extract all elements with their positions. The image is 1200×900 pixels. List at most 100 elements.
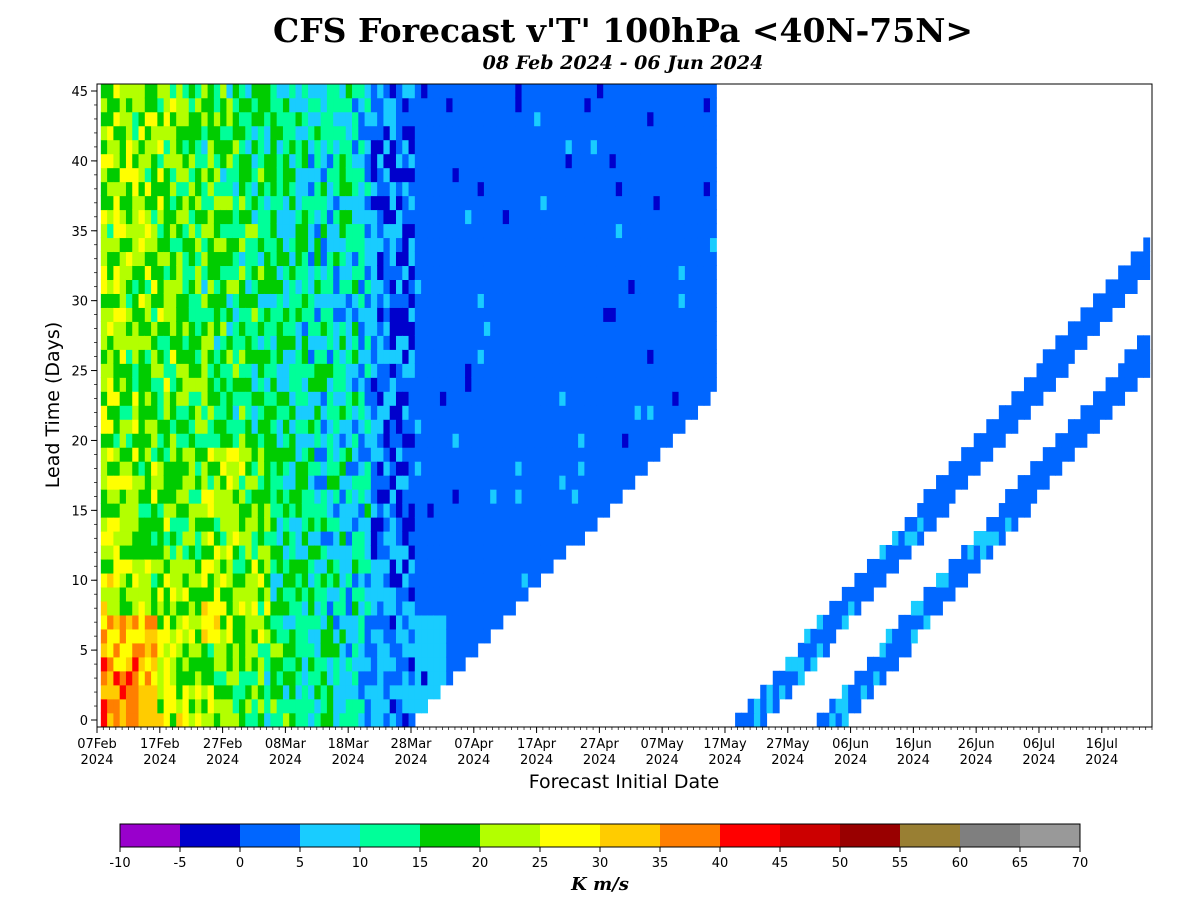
heatmap-cell xyxy=(402,265,410,280)
heatmap-cell xyxy=(113,167,121,183)
heatmap-cell xyxy=(509,139,516,155)
heatmap-cell xyxy=(308,209,315,225)
heatmap-cell xyxy=(301,391,309,406)
heatmap-cell xyxy=(446,83,454,99)
heatmap-cell xyxy=(100,503,108,518)
heatmap-cell xyxy=(496,167,504,183)
heatmap-cell xyxy=(483,517,491,532)
heatmap-cell xyxy=(358,139,366,155)
heatmap-cell xyxy=(370,670,378,686)
heatmap-cell xyxy=(992,517,1000,532)
heatmap-cell xyxy=(421,335,428,350)
x-tick-label: 06Jun xyxy=(832,737,869,752)
heatmap-cell xyxy=(232,153,240,169)
heatmap-cell xyxy=(226,139,234,155)
heatmap-cell xyxy=(483,335,491,350)
heatmap-cell xyxy=(132,586,140,602)
colorbar-tick-label: 30 xyxy=(592,856,609,871)
heatmap-cell xyxy=(201,628,209,644)
heatmap-cell xyxy=(860,586,868,602)
heatmap-cell xyxy=(439,251,447,267)
heatmap-cell xyxy=(138,139,146,155)
heatmap-cell xyxy=(125,307,133,322)
heatmap-cell xyxy=(232,293,240,308)
heatmap-cell xyxy=(163,363,171,378)
heatmap-cell xyxy=(201,321,209,336)
heatmap-cell xyxy=(176,321,184,336)
heatmap-cell xyxy=(540,223,548,239)
heatmap-cell xyxy=(301,544,309,560)
heatmap-cell xyxy=(1105,405,1113,420)
heatmap-cell xyxy=(182,251,190,267)
heatmap-cell xyxy=(289,600,297,616)
heatmap-cell xyxy=(458,600,466,616)
heatmap-cell xyxy=(389,433,397,448)
heatmap-cell xyxy=(697,293,705,308)
heatmap-cell xyxy=(326,349,334,364)
heatmap-cell xyxy=(257,544,265,560)
heatmap-cell xyxy=(195,670,202,686)
heatmap-cell xyxy=(1055,335,1063,350)
heatmap-cell xyxy=(113,475,121,490)
heatmap-cell xyxy=(226,698,234,714)
heatmap-cell xyxy=(439,83,447,99)
heatmap-cell xyxy=(251,531,259,546)
heatmap-cell xyxy=(496,391,504,406)
heatmap-cell xyxy=(333,307,341,322)
heatmap-cell xyxy=(144,670,152,686)
heatmap-cell xyxy=(458,433,466,448)
heatmap-cell xyxy=(552,167,560,183)
heatmap-cell xyxy=(326,614,334,630)
heatmap-cell xyxy=(176,489,184,504)
heatmap-cell xyxy=(383,447,391,462)
heatmap-cell xyxy=(276,279,284,294)
heatmap-cell xyxy=(879,642,887,658)
heatmap-cell xyxy=(609,181,617,197)
heatmap-cell xyxy=(540,419,548,434)
heatmap-cell xyxy=(308,349,315,364)
heatmap-cell xyxy=(490,447,498,462)
heatmap-cell xyxy=(213,265,221,280)
heatmap-cell xyxy=(477,307,485,322)
heatmap-cell xyxy=(578,475,585,490)
heatmap-cell xyxy=(421,684,428,700)
heatmap-cell xyxy=(138,712,146,728)
heatmap-cell xyxy=(471,614,479,630)
heatmap-cell xyxy=(119,83,127,99)
heatmap-cell xyxy=(163,377,171,392)
heatmap-cell xyxy=(358,335,366,350)
heatmap-cell xyxy=(370,251,378,267)
heatmap-cell xyxy=(1093,307,1100,322)
heatmap-cell xyxy=(634,237,642,253)
heatmap-cell xyxy=(446,195,454,211)
heatmap-cell xyxy=(465,111,472,127)
heatmap-cell xyxy=(666,265,673,280)
heatmap-cell xyxy=(213,405,221,420)
heatmap-cell xyxy=(270,558,278,574)
heatmap-cell xyxy=(439,405,447,420)
heatmap-cell xyxy=(257,628,265,644)
heatmap-cell xyxy=(559,363,567,378)
heatmap-cell xyxy=(213,251,221,267)
heatmap-cell xyxy=(565,125,573,141)
heatmap-cell xyxy=(496,279,504,294)
heatmap-cell xyxy=(113,335,121,350)
heatmap-cell xyxy=(628,251,636,267)
heatmap-cell xyxy=(496,265,504,280)
heatmap-cell xyxy=(559,97,567,113)
heatmap-cell xyxy=(640,195,648,211)
heatmap-cell xyxy=(144,572,152,588)
heatmap-cell xyxy=(182,558,190,574)
heatmap-cell xyxy=(157,167,165,183)
heatmap-cell xyxy=(904,544,912,560)
heatmap-cell xyxy=(659,391,667,406)
heatmap-cell xyxy=(276,209,284,225)
heatmap-cell xyxy=(295,614,303,630)
heatmap-cell xyxy=(358,712,366,728)
heatmap-cell xyxy=(257,503,265,518)
heatmap-cell xyxy=(144,97,152,113)
heatmap-cell xyxy=(188,83,196,99)
heatmap-cell xyxy=(125,83,133,99)
heatmap-cell xyxy=(320,572,328,588)
heatmap-cell xyxy=(402,531,410,546)
